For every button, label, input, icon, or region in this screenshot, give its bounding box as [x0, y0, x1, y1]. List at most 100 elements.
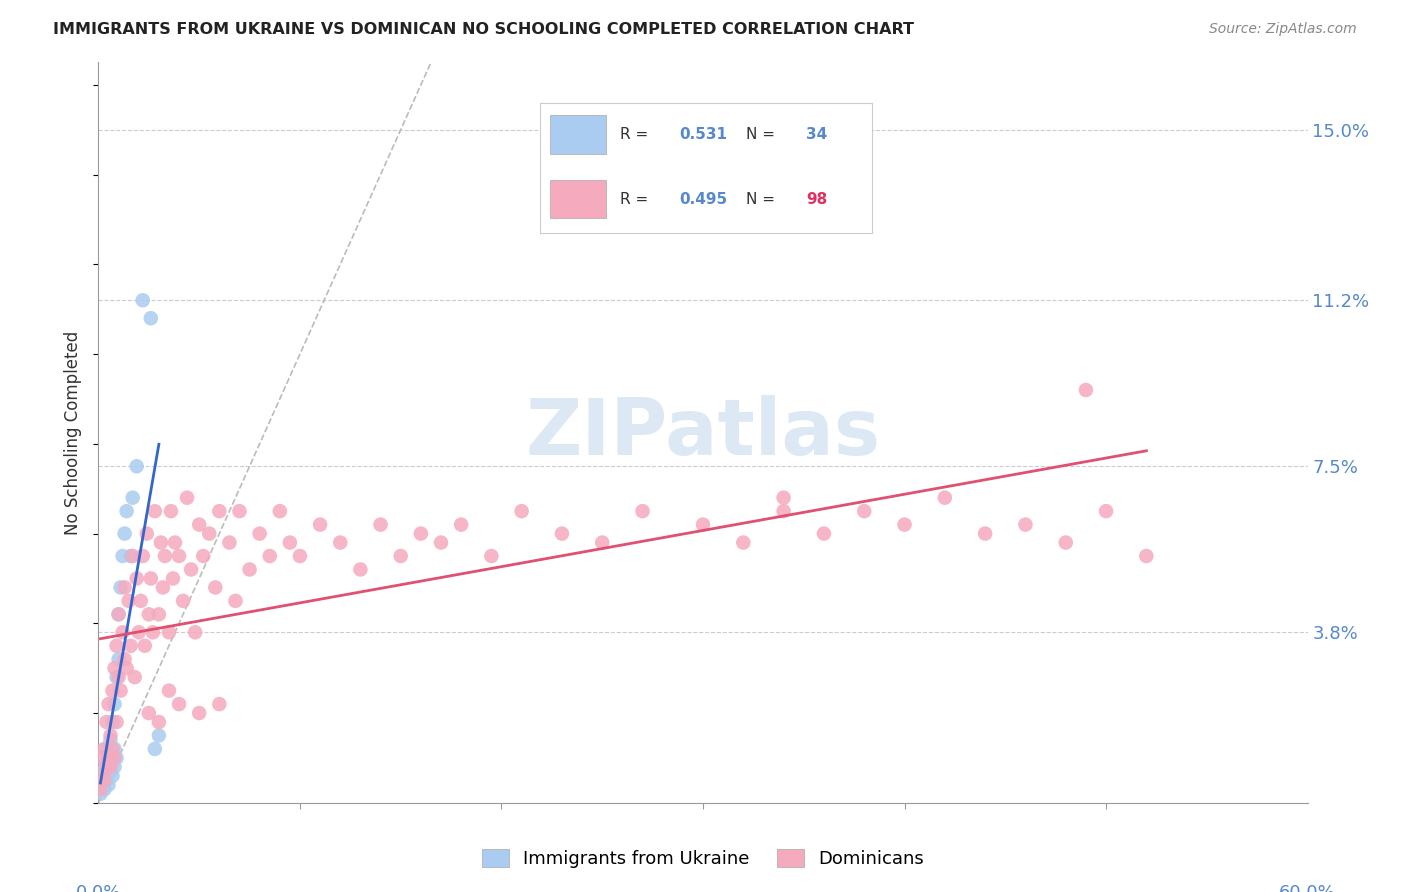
Point: [138, 706, 160, 720]
Point: [97, 760, 120, 774]
Point: [97, 751, 120, 765]
Point: [115, 661, 138, 675]
Point: [329, 535, 352, 549]
Point: [148, 607, 170, 622]
Point: [349, 562, 371, 576]
Point: [591, 535, 613, 549]
Point: [143, 504, 166, 518]
Point: [97, 778, 120, 792]
Point: [218, 535, 240, 549]
Text: Source: ZipAtlas.com: Source: ZipAtlas.com: [1209, 22, 1357, 37]
Point: [430, 535, 453, 549]
Point: [138, 607, 160, 622]
Point: [96, 756, 118, 770]
Point: [129, 594, 152, 608]
Point: [249, 526, 271, 541]
Point: [1054, 535, 1077, 549]
Point: [198, 526, 221, 541]
Point: [1135, 549, 1157, 563]
Point: [96, 760, 118, 774]
Point: [934, 491, 956, 505]
Point: [110, 683, 132, 698]
Point: [188, 706, 211, 720]
Point: [208, 504, 231, 518]
Point: [139, 571, 162, 585]
Point: [89, 782, 111, 797]
Point: [101, 714, 124, 729]
Point: [91, 769, 114, 783]
Point: [115, 504, 138, 518]
Point: [91, 751, 114, 765]
Point: [111, 549, 134, 563]
Point: [100, 764, 122, 779]
Point: [631, 504, 654, 518]
Point: [370, 517, 392, 532]
Point: [288, 549, 311, 563]
Point: [142, 625, 165, 640]
Point: [134, 639, 156, 653]
Point: [96, 742, 118, 756]
Point: [974, 526, 997, 541]
Point: [450, 517, 472, 532]
Point: [228, 504, 250, 518]
Point: [772, 491, 794, 505]
Point: [110, 581, 132, 595]
Point: [139, 311, 162, 326]
Point: [135, 526, 157, 541]
Point: [100, 760, 122, 774]
Point: [1095, 504, 1118, 518]
Point: [103, 742, 125, 756]
Text: IMMIGRANTS FROM UKRAINE VS DOMINICAN NO SCHOOLING COMPLETED CORRELATION CHART: IMMIGRANTS FROM UKRAINE VS DOMINICAN NO …: [53, 22, 914, 37]
Point: [278, 535, 301, 549]
Point: [132, 549, 155, 563]
Point: [125, 571, 148, 585]
Point: [188, 517, 211, 532]
Point: [114, 581, 136, 595]
Point: [103, 751, 125, 765]
Point: [103, 661, 125, 675]
Legend: Immigrants from Ukraine, Dominicans: Immigrants from Ukraine, Dominicans: [475, 841, 931, 875]
Y-axis label: No Schooling Completed: No Schooling Completed: [65, 331, 83, 534]
Point: [96, 773, 118, 788]
Point: [107, 652, 129, 666]
Point: [551, 526, 574, 541]
Point: [103, 760, 125, 774]
Point: [193, 549, 215, 563]
Point: [114, 652, 136, 666]
Point: [114, 526, 136, 541]
Point: [125, 459, 148, 474]
Point: [692, 517, 714, 532]
Point: [167, 697, 190, 711]
Point: [107, 607, 129, 622]
Point: [100, 751, 122, 765]
Point: [813, 526, 835, 541]
Point: [180, 562, 202, 576]
Text: 0.0%: 0.0%: [76, 884, 121, 892]
Point: [105, 714, 128, 729]
Point: [111, 625, 134, 640]
Point: [91, 778, 114, 792]
Point: [172, 594, 194, 608]
Point: [309, 517, 332, 532]
Point: [128, 625, 150, 640]
Point: [160, 504, 183, 518]
Text: ZIPatlas: ZIPatlas: [526, 394, 880, 471]
Point: [149, 535, 172, 549]
Point: [96, 714, 118, 729]
Point: [143, 742, 166, 756]
Point: [120, 549, 142, 563]
Text: 60.0%: 60.0%: [1279, 884, 1336, 892]
Point: [97, 697, 120, 711]
Point: [89, 787, 111, 801]
Point: [1074, 383, 1097, 397]
Point: [733, 535, 755, 549]
Point: [93, 773, 115, 788]
Point: [893, 517, 915, 532]
Point: [121, 549, 143, 563]
Point: [148, 714, 170, 729]
Point: [157, 625, 180, 640]
Point: [120, 639, 142, 653]
Point: [100, 729, 122, 743]
Point: [259, 549, 281, 563]
Point: [204, 581, 226, 595]
